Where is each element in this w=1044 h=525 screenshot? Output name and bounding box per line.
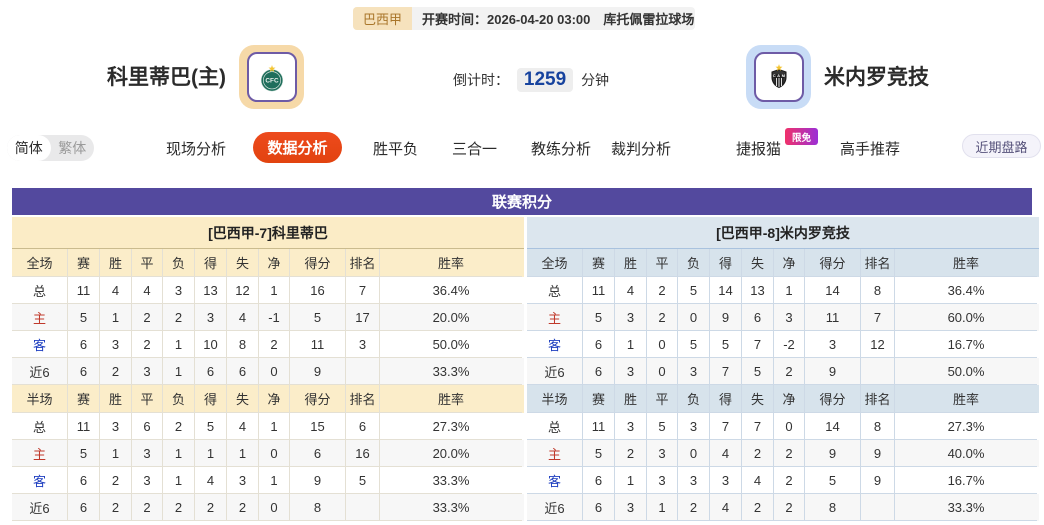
svg-text:C A M: C A M — [772, 73, 785, 78]
svg-text:CFC: CFC — [265, 78, 279, 85]
